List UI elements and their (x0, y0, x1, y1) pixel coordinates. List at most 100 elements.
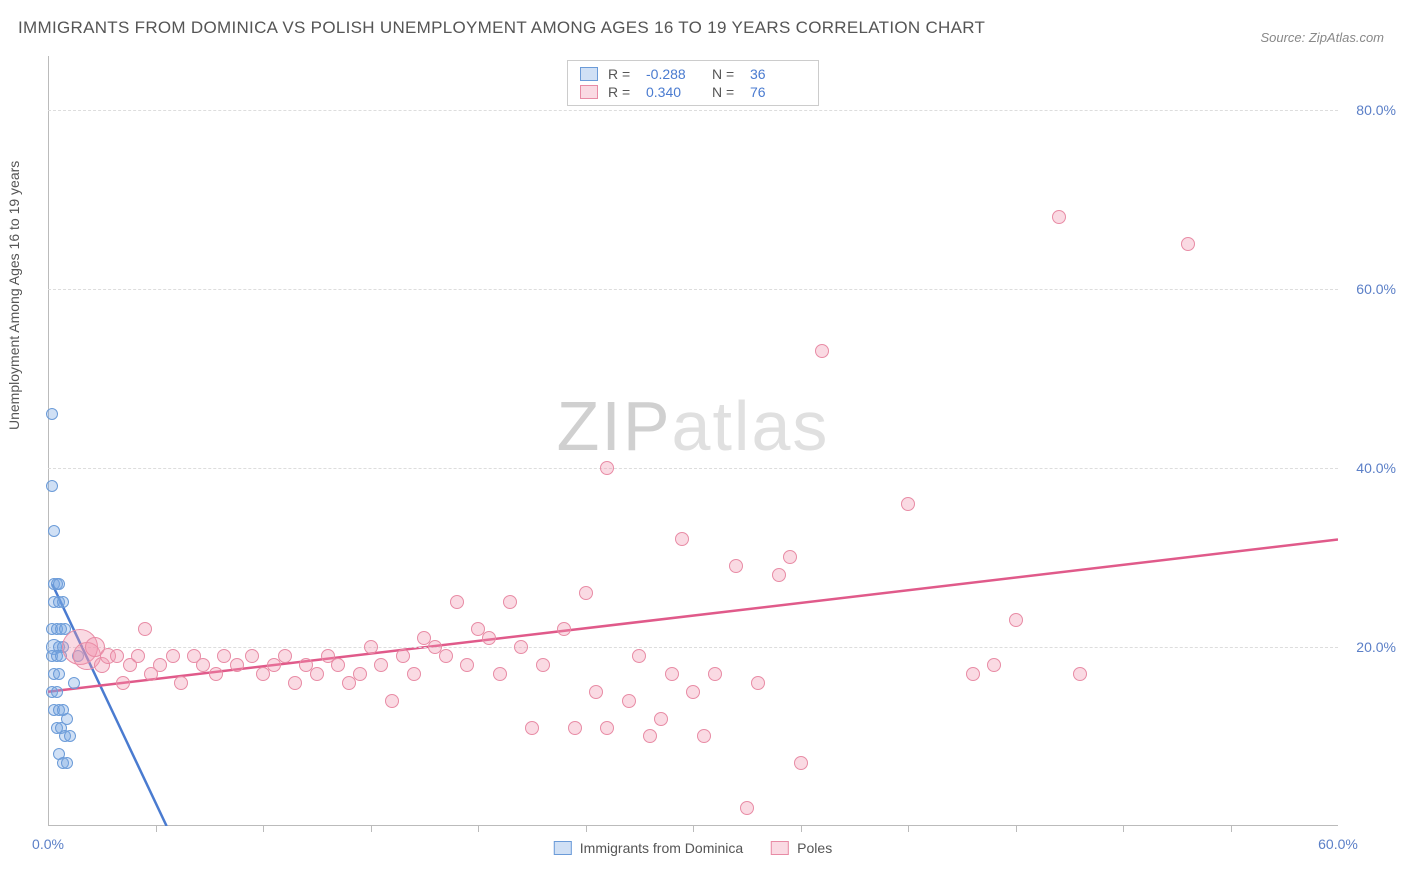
poles-point (209, 667, 223, 681)
poles-point (987, 658, 1001, 672)
poles-point (217, 649, 231, 663)
poles-point (514, 640, 528, 654)
poles-point (536, 658, 550, 672)
x-tick (586, 826, 587, 832)
poles-point (675, 532, 689, 546)
legend-r-label: R = (608, 84, 636, 100)
dominica-trend-line (52, 584, 166, 826)
poles-point (482, 631, 496, 645)
poles-point (166, 649, 180, 663)
poles-point (245, 649, 259, 663)
dominica-point (53, 578, 65, 590)
legend-n-label: N = (712, 84, 740, 100)
poles-point (751, 676, 765, 690)
poles-point (450, 595, 464, 609)
y-tick-label: 20.0% (1356, 639, 1396, 655)
poles-point (665, 667, 679, 681)
poles-point (654, 712, 668, 726)
dominica-point (57, 596, 69, 608)
poles-point (385, 694, 399, 708)
x-tick (156, 826, 157, 832)
poles-point (1181, 237, 1195, 251)
poles-point (439, 649, 453, 663)
chart-title: IMMIGRANTS FROM DOMINICA VS POLISH UNEMP… (18, 18, 985, 38)
dominica-point (48, 525, 60, 537)
poles-point (708, 667, 722, 681)
poles-point (138, 622, 152, 636)
legend-row-poles: R = 0.340 N = 76 (580, 83, 806, 101)
y-axis-label: Unemployment Among Ages 16 to 19 years (6, 161, 22, 430)
poles-point (396, 649, 410, 663)
poles-point (600, 721, 614, 735)
dominica-point (64, 730, 76, 742)
gridline-horizontal (48, 289, 1338, 290)
poles-point (116, 676, 130, 690)
dominica-point (53, 668, 65, 680)
poles-point (568, 721, 582, 735)
legend-swatch (580, 85, 598, 99)
legend-r-value: 0.340 (646, 84, 702, 100)
legend-swatch (771, 841, 789, 855)
poles-point (697, 729, 711, 743)
x-tick (693, 826, 694, 832)
x-tick (263, 826, 264, 832)
poles-point (600, 461, 614, 475)
poles-point (230, 658, 244, 672)
x-tick (1123, 826, 1124, 832)
chart-plot-area: ZIPatlas 20.0%40.0%60.0%80.0%0.0%60.0% R… (48, 56, 1338, 826)
legend-label: Immigrants from Dominica (580, 840, 743, 856)
poles-point (460, 658, 474, 672)
poles-point (966, 667, 980, 681)
gridline-horizontal (48, 647, 1338, 648)
poles-point (331, 658, 345, 672)
source-attribution: Source: ZipAtlas.com (1260, 30, 1384, 45)
x-tick (478, 826, 479, 832)
x-tick (801, 826, 802, 832)
y-tick-label: 40.0% (1356, 460, 1396, 476)
x-tick (371, 826, 372, 832)
legend-n-value: 76 (750, 84, 806, 100)
poles-point (493, 667, 507, 681)
x-tick (908, 826, 909, 832)
legend-item-poles: Poles (771, 840, 832, 856)
x-tick-label: 60.0% (1318, 836, 1358, 852)
legend-n-value: 36 (750, 66, 806, 82)
dominica-point (51, 686, 63, 698)
gridline-horizontal (48, 110, 1338, 111)
poles-point (686, 685, 700, 699)
poles-point (632, 649, 646, 663)
x-tick (1016, 826, 1017, 832)
poles-point (772, 568, 786, 582)
dominica-point (61, 757, 73, 769)
dominica-point (68, 677, 80, 689)
poles-point (278, 649, 292, 663)
poles-point (364, 640, 378, 654)
poles-point (288, 676, 302, 690)
poles-point (310, 667, 324, 681)
y-tick-label: 80.0% (1356, 102, 1396, 118)
poles-point (557, 622, 571, 636)
legend-swatch (554, 841, 572, 855)
poles-point (901, 497, 915, 511)
legend-row-dominica: R =-0.288N =36 (580, 65, 806, 83)
poles-point (589, 685, 603, 699)
poles-point (131, 649, 145, 663)
poles-point (643, 729, 657, 743)
poles-point (729, 559, 743, 573)
legend-item-dominica: Immigrants from Dominica (554, 840, 743, 856)
poles-point (503, 595, 517, 609)
dominica-point (46, 480, 58, 492)
poles-point (374, 658, 388, 672)
poles-point (579, 586, 593, 600)
legend-swatch (580, 67, 598, 81)
poles-point (174, 676, 188, 690)
legend-r-value: -0.288 (646, 66, 702, 82)
dominica-point (46, 408, 58, 420)
gridline-horizontal (48, 468, 1338, 469)
watermark: ZIPatlas (557, 386, 830, 466)
poles-point (815, 344, 829, 358)
poles-point (196, 658, 210, 672)
poles-point (110, 649, 124, 663)
series-legend: Immigrants from Dominica Poles (554, 840, 832, 856)
poles-point (622, 694, 636, 708)
